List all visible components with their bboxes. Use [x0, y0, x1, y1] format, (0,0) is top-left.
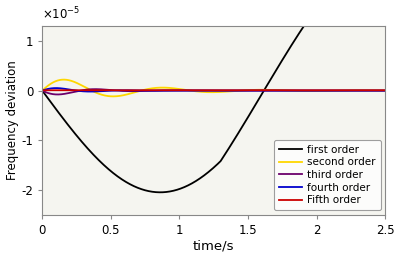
third order [373, 89, 378, 92]
Fifth order [373, 89, 378, 92]
second order [61, 78, 66, 81]
Fifth order [40, 89, 45, 92]
first order [207, 170, 212, 173]
third order [58, 93, 62, 96]
second order [207, 91, 212, 94]
Fifth order [310, 89, 315, 92]
third order [40, 89, 45, 92]
third order [93, 88, 98, 91]
fourth order [58, 87, 62, 90]
Line: second order: second order [42, 80, 385, 96]
Fifth order [198, 89, 202, 92]
third order [383, 89, 388, 92]
fourth order [373, 89, 378, 92]
Line: fourth order: fourth order [42, 88, 385, 92]
first order [310, 12, 315, 15]
Legend: first order, second order, third order, fourth order, Fifth order: first order, second order, third order, … [274, 140, 381, 211]
fourth order [310, 89, 315, 92]
first order [40, 89, 45, 92]
Fifth order [383, 89, 388, 92]
second order [40, 89, 45, 92]
third order [198, 89, 203, 92]
Fifth order [373, 89, 378, 92]
second order [57, 78, 62, 82]
third order [55, 93, 60, 96]
Line: first order: first order [42, 0, 385, 192]
second order [198, 90, 203, 93]
fourth order [383, 89, 388, 92]
Fifth order [57, 89, 62, 92]
fourth order [40, 89, 45, 92]
second order [310, 90, 315, 93]
third order [373, 89, 378, 92]
second order [383, 89, 388, 92]
Line: third order: third order [42, 89, 385, 94]
second order [111, 95, 116, 98]
Y-axis label: Frequency deviation: Frequency deviation [6, 61, 18, 180]
first order [57, 112, 62, 116]
fourth order [54, 86, 58, 90]
first order [158, 191, 163, 194]
third order [207, 89, 212, 92]
fourth order [88, 90, 93, 93]
fourth order [198, 89, 203, 92]
Text: $\times10^{-5}$: $\times10^{-5}$ [42, 6, 80, 22]
second order [373, 89, 378, 92]
third order [310, 89, 315, 92]
second order [373, 89, 378, 92]
fourth order [373, 89, 378, 92]
fourth order [207, 89, 212, 92]
Fifth order [206, 89, 211, 92]
X-axis label: time/s: time/s [193, 239, 234, 252]
first order [198, 177, 202, 180]
